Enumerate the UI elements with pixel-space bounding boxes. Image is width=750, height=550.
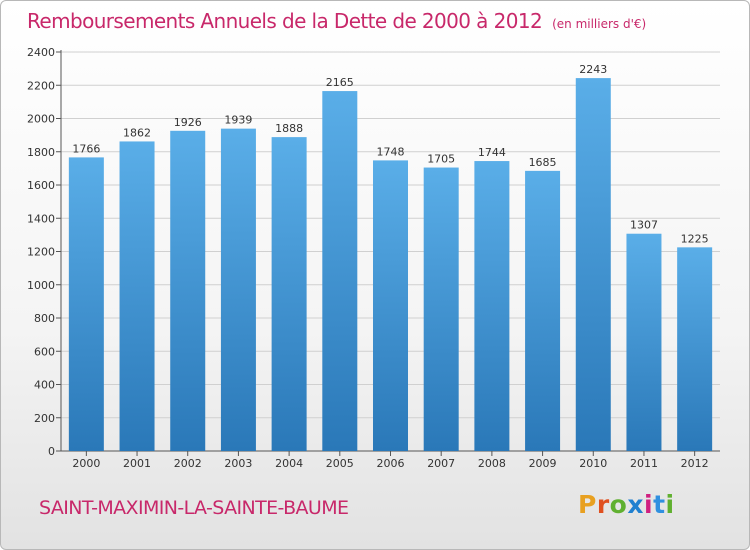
value-label-2004: 1888 xyxy=(275,122,303,135)
bar-2003 xyxy=(220,128,256,452)
value-label-2002: 1926 xyxy=(174,116,202,129)
logo-letter: i xyxy=(644,490,654,519)
y-tick-label: 1800 xyxy=(27,146,55,159)
bar-2000 xyxy=(68,157,104,451)
x-tick-label-2008: 2008 xyxy=(478,457,506,470)
bars xyxy=(68,78,713,452)
y-tick-label: 600 xyxy=(34,345,55,358)
value-label-2010: 2243 xyxy=(579,63,607,76)
value-label-2001: 1862 xyxy=(123,126,151,139)
y-tick-label: 0 xyxy=(48,445,55,458)
value-label-2007: 1705 xyxy=(427,153,455,166)
y-tick-label: 1600 xyxy=(27,179,55,192)
x-tick-label-2007: 2007 xyxy=(427,457,455,470)
value-label-2006: 1748 xyxy=(377,145,405,158)
title-row: Remboursements Annuels de la Dette de 20… xyxy=(27,9,646,33)
x-tick-label-2001: 2001 xyxy=(123,457,151,470)
value-label-2003: 1939 xyxy=(224,114,252,127)
logo-letter: i xyxy=(665,490,675,519)
x-tick-label-2003: 2003 xyxy=(224,457,252,470)
y-tick-label: 800 xyxy=(34,312,55,325)
logo-letter: x xyxy=(627,490,644,519)
value-label-2011: 1307 xyxy=(630,219,658,232)
bar-2010 xyxy=(575,78,611,451)
value-label-2008: 1744 xyxy=(478,146,506,159)
chart-unit: (en milliers d'€) xyxy=(552,17,647,31)
value-label-2000: 1766 xyxy=(72,142,100,155)
value-label-2005: 2165 xyxy=(326,76,354,89)
x-tick-label-2000: 2000 xyxy=(72,457,100,470)
y-tick-label: 400 xyxy=(34,379,55,392)
logo-letter: t xyxy=(653,490,666,519)
y-tick-label: 200 xyxy=(34,412,55,425)
labels: 1766 2000 1862 2001 1926 2002 1939 2003 1888 2004… xyxy=(72,63,708,470)
x-tick-label-2011: 2011 xyxy=(630,457,658,470)
value-label-2009: 1685 xyxy=(529,156,557,169)
bar-2002 xyxy=(170,130,206,452)
y-tick-label: 2200 xyxy=(27,79,55,92)
bar-2012 xyxy=(677,247,713,451)
chart-title: Remboursements Annuels de la Dette de 20… xyxy=(27,9,543,33)
bar-2004 xyxy=(271,137,307,451)
logo-letter: P xyxy=(578,490,597,519)
bar-2009 xyxy=(525,170,561,451)
logo-letter: o xyxy=(609,490,628,519)
bar-2005 xyxy=(322,91,358,451)
x-tick-label-2005: 2005 xyxy=(326,457,354,470)
bar-2008 xyxy=(474,161,510,451)
x-tick-label-2004: 2004 xyxy=(275,457,303,470)
x-tick-label-2009: 2009 xyxy=(529,457,557,470)
y-tick-label: 2400 xyxy=(27,46,55,59)
commune-name: SAINT-MAXIMIN-LA-SAINTE-BAUME xyxy=(39,497,349,519)
x-tick-label-2006: 2006 xyxy=(377,457,405,470)
bar-2011 xyxy=(626,233,662,451)
y-tick-label: 1400 xyxy=(27,212,55,225)
proxiti-logo[interactable]: Proxiti xyxy=(578,490,675,519)
value-label-2012: 1225 xyxy=(681,232,709,245)
x-tick-label-2002: 2002 xyxy=(174,457,202,470)
y-tick-label: 1200 xyxy=(27,246,55,259)
y-tick-label: 2000 xyxy=(27,113,55,126)
logo-letter: r xyxy=(596,490,610,519)
bar-2006 xyxy=(373,160,408,451)
bar-2001 xyxy=(119,141,155,451)
x-tick-label-2010: 2010 xyxy=(579,457,607,470)
y-tick-label: 1000 xyxy=(27,279,55,292)
x-tick-label-2012: 2012 xyxy=(681,457,709,470)
bar-2007 xyxy=(423,167,459,451)
